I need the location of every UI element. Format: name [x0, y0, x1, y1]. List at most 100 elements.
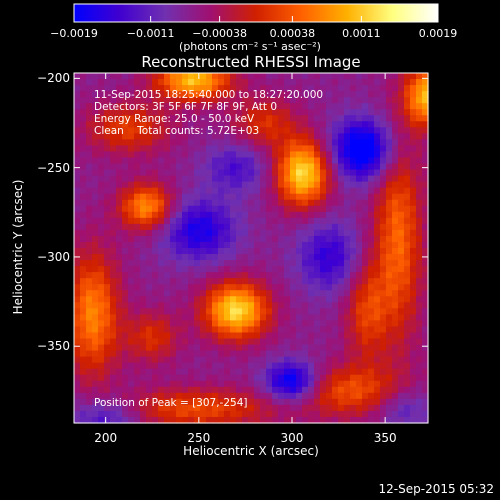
heatmap-cell: [170, 398, 177, 406]
heatmap-cell: [272, 362, 279, 370]
heatmap-cell: [362, 248, 369, 255]
heatmap-cell: [80, 175, 87, 183]
heatmap-cell: [164, 386, 171, 394]
heatmap-cell: [170, 115, 177, 122]
heatmap-cell: [386, 326, 393, 334]
heatmap-cell: [266, 260, 273, 267]
heatmap-cell: [422, 193, 429, 201]
heatmap-cell: [260, 97, 267, 104]
heatmap-cell: [200, 175, 207, 183]
heatmap-cell: [362, 290, 369, 297]
heatmap-cell: [296, 157, 303, 165]
heatmap-cell: [242, 398, 249, 406]
heatmap-cell: [338, 254, 345, 261]
heatmap-cell: [362, 380, 369, 388]
heatmap-cell: [392, 362, 399, 370]
heatmap-cell: [230, 79, 237, 86]
heatmap-cell: [422, 398, 429, 406]
heatmap-cell: [338, 73, 345, 80]
heatmap-cell: [242, 121, 249, 128]
heatmap-cell: [416, 260, 423, 267]
heatmap-cell: [398, 308, 405, 315]
heatmap-cell: [86, 344, 93, 352]
heatmap-cell: [314, 272, 321, 279]
heatmap-cell: [140, 157, 147, 165]
x-tick-label: 300: [280, 431, 304, 445]
heatmap-cell: [224, 290, 231, 297]
heatmap-cell: [356, 296, 363, 303]
heatmap-cell: [410, 73, 417, 80]
heatmap-cell: [110, 398, 117, 406]
heatmap-cell: [278, 404, 285, 412]
heatmap-cell: [86, 145, 93, 153]
heatmap-cell: [146, 392, 153, 400]
heatmap-cell: [212, 386, 219, 394]
heatmap-cell: [404, 175, 411, 183]
heatmap-cell: [218, 344, 225, 352]
heatmap-cell: [338, 272, 345, 279]
heatmap-cell: [206, 254, 213, 261]
heatmap-cell: [272, 248, 279, 255]
heatmap-cell: [242, 296, 249, 303]
heatmap-cell: [110, 199, 117, 207]
heatmap-cell: [182, 416, 189, 424]
heatmap-cell: [92, 91, 99, 98]
heatmap-cell: [332, 73, 339, 80]
heatmap-cell: [374, 157, 381, 165]
heatmap-cell: [86, 350, 93, 358]
heatmap-cell: [260, 362, 267, 370]
heatmap-cell: [236, 145, 243, 153]
heatmap-cell: [194, 229, 201, 237]
heatmap-cell: [122, 392, 129, 400]
heatmap-cell: [362, 157, 369, 165]
heatmap-cell: [242, 181, 249, 189]
heatmap-cell: [368, 308, 375, 315]
heatmap-cell: [242, 392, 249, 400]
heatmap-cell: [422, 109, 429, 116]
heatmap-cell: [368, 193, 375, 201]
heatmap-cell: [194, 314, 201, 322]
heatmap-cell: [314, 254, 321, 261]
heatmap-cell: [134, 127, 141, 134]
heatmap-cell: [290, 326, 297, 334]
heatmap-cell: [236, 97, 243, 104]
heatmap-cell: [254, 223, 261, 231]
heatmap-cell: [188, 266, 195, 273]
heatmap-cell: [356, 205, 363, 213]
heatmap-cell: [92, 157, 99, 165]
heatmap-cell: [272, 151, 279, 159]
heatmap-cell: [182, 362, 189, 370]
heatmap-cell: [170, 73, 177, 80]
heatmap-cell: [206, 85, 213, 92]
heatmap-cell: [272, 145, 279, 153]
heatmap-cell: [308, 248, 315, 255]
heatmap-cell: [398, 127, 405, 134]
heatmap-cell: [152, 374, 159, 382]
heatmap-cell: [422, 235, 429, 243]
heatmap-cell: [92, 151, 99, 159]
heatmap-cell: [164, 404, 171, 412]
heatmap-cell: [140, 254, 147, 261]
heatmap-cell: [140, 290, 147, 297]
heatmap-cell: [320, 235, 327, 243]
heatmap-cell: [254, 235, 261, 243]
heatmap-cell: [194, 157, 201, 165]
heatmap-cell: [242, 187, 249, 195]
heatmap-cell: [302, 217, 309, 225]
heatmap-cell: [164, 398, 171, 406]
heatmap-cell: [146, 380, 153, 388]
heatmap-cell: [392, 109, 399, 116]
heatmap-cell: [92, 404, 99, 412]
heatmap-cell: [386, 85, 393, 92]
heatmap-cell: [176, 91, 183, 98]
heatmap-cell: [116, 362, 123, 370]
heatmap-cell: [368, 356, 375, 364]
heatmap-cell: [362, 296, 369, 303]
heatmap-cell: [284, 284, 291, 291]
heatmap-cell: [170, 133, 177, 140]
heatmap-cell: [110, 302, 117, 309]
heatmap-cell: [212, 229, 219, 237]
heatmap-cell: [134, 85, 141, 92]
heatmap-cell: [302, 193, 309, 201]
heatmap-cell: [164, 241, 171, 249]
